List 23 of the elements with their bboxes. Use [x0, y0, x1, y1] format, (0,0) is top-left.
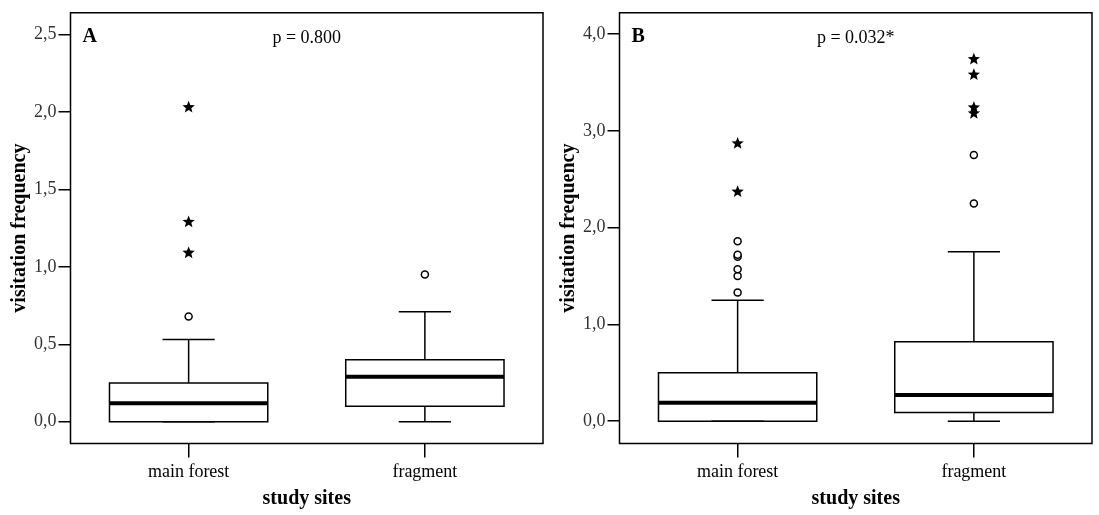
text: A [82, 23, 98, 46]
x-tick-label: fragment [392, 460, 458, 481]
y-axis-title: visitation frequency [7, 143, 31, 313]
y-tick-label: 1,0 [34, 255, 57, 276]
text: B [631, 23, 645, 46]
y-tick-label: 0,5 [34, 333, 57, 353]
y-axis-title: visitation frequency [556, 143, 580, 313]
x-axis-title: study sites [811, 486, 901, 510]
y-tick-label: 0,0 [583, 409, 606, 430]
x-axis-title: study sites [262, 486, 352, 510]
x-tick-label: main forest [696, 460, 779, 481]
y-tick-label: 1,5 [34, 178, 57, 199]
y-tick-label: 2,0 [34, 100, 57, 121]
y-tick-label: 0,0 [34, 410, 57, 431]
x-tick-label: main forest [147, 460, 230, 481]
y-tick-label: 1,0 [583, 313, 606, 334]
y-tick-label: 4,0 [583, 22, 606, 43]
y-tick-label: 3,0 [583, 119, 606, 140]
annotation: p = 0.032* [816, 26, 895, 47]
annotation: p = 0.800 [272, 26, 342, 47]
y-tick-label: 2,5 [34, 23, 57, 44]
x-tick-label: fragment [941, 460, 1007, 481]
y-tick-label: 2,0 [583, 216, 606, 237]
